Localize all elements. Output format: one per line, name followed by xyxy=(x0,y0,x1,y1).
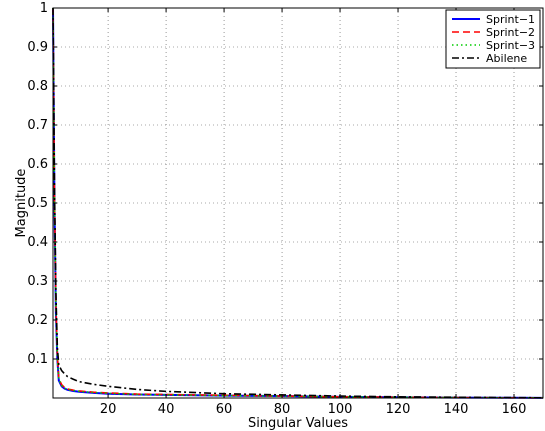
x-axis-label: Singular Values xyxy=(248,416,348,431)
x-tick-label: 140 xyxy=(444,402,469,417)
x-tick-label: 40 xyxy=(158,402,175,417)
ticks: 20 40 60 80 100 120 140 160 0.1 0.2 0.3 0.4 0.5 0.6 0.… xyxy=(27,1,543,417)
y-tick-label: 0.1 xyxy=(27,352,48,367)
series-line-3 xyxy=(52,7,544,399)
y-tick-label: 0.9 xyxy=(27,40,48,55)
y-tick-label: 0.7 xyxy=(27,118,48,133)
y-tick-label: 0.6 xyxy=(27,157,48,172)
x-tick-label: 80 xyxy=(274,402,291,417)
x-tick-label: 60 xyxy=(216,402,233,417)
series-line-1 xyxy=(52,7,544,399)
x-tick-label: 100 xyxy=(328,402,353,417)
y-tick-label: 0.8 xyxy=(27,79,48,94)
legend-label-1: Sprint−2 xyxy=(486,26,535,39)
y-tick-label: 1 xyxy=(40,1,48,16)
y-tick-label: 0.4 xyxy=(27,235,48,250)
x-tick-label: 160 xyxy=(502,402,527,417)
x-tick-label: 20 xyxy=(100,402,117,417)
legend-label-3: Abilene xyxy=(486,52,527,65)
y-tick-label: 0.2 xyxy=(27,313,48,328)
y-axis-label: Magnitude xyxy=(14,169,29,238)
x-tick-label: 120 xyxy=(386,402,411,417)
legend-label-0: Sprint−1 xyxy=(486,13,535,26)
series-lines xyxy=(52,7,544,399)
y-tick-label: 0.3 xyxy=(27,274,48,289)
legend-label-2: Sprint−3 xyxy=(486,39,535,52)
y-tick-label: 0.5 xyxy=(27,196,48,211)
